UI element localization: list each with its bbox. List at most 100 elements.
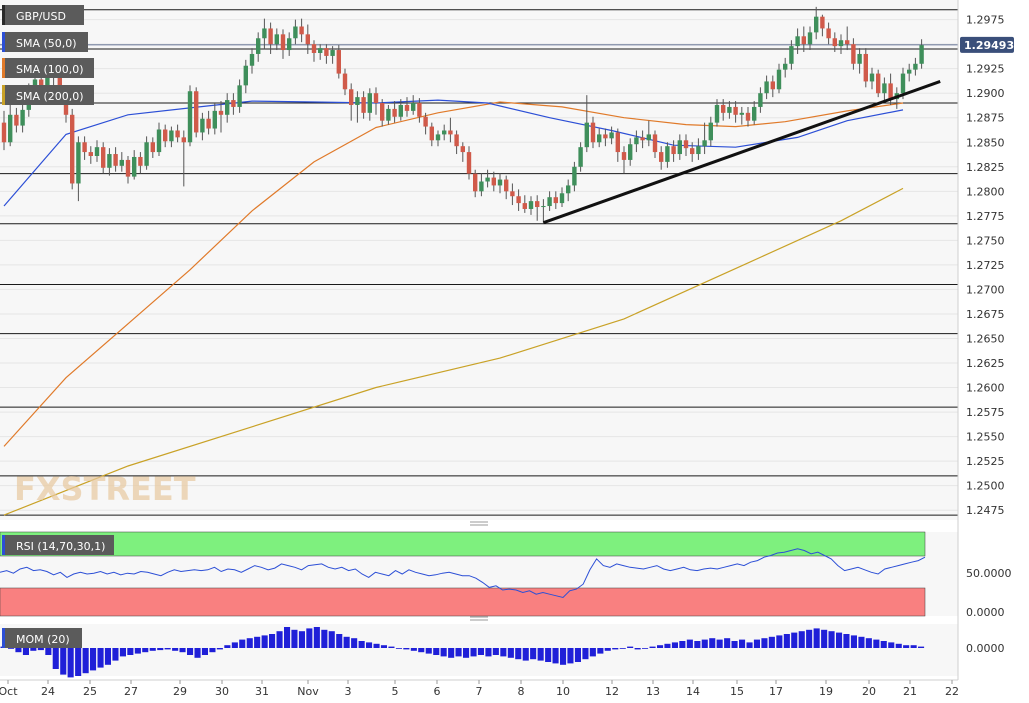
mom-bar xyxy=(254,636,261,648)
mom-bar xyxy=(589,648,596,657)
candle-body xyxy=(553,197,558,204)
candle-body xyxy=(70,114,75,184)
candle-body xyxy=(659,152,664,162)
mom-bar xyxy=(313,627,320,648)
mom-bar xyxy=(97,648,104,668)
mom-bar xyxy=(776,635,783,648)
mom-bar xyxy=(821,629,828,648)
candle-body xyxy=(522,203,527,209)
legend-sma200-marker xyxy=(2,85,5,105)
price-tick-label: 1.2725 xyxy=(966,259,1005,272)
mom-bar xyxy=(642,648,649,649)
mom-bar xyxy=(418,648,425,653)
candle-body xyxy=(820,16,825,29)
mom-bar xyxy=(380,645,387,648)
legend-rsi-box[interactable] xyxy=(2,535,114,555)
time-tick-label: 15 xyxy=(730,685,744,698)
rsi-overbought-zone xyxy=(0,531,926,557)
mom-bar xyxy=(37,648,44,651)
time-axis-ticks: Oct 24 25 27 29 30 31 Nov 3 5 6 7 8 10 12 13 14 15 17 19 20 2… xyxy=(0,680,959,698)
candle-body xyxy=(380,103,385,121)
candle-body xyxy=(206,118,211,129)
mom-bar xyxy=(522,648,529,661)
legend-sma100-box[interactable] xyxy=(2,58,94,78)
legend-sma50-box[interactable] xyxy=(2,32,88,52)
candle-body xyxy=(175,130,180,138)
mom-bar xyxy=(194,648,201,658)
candle-body xyxy=(163,129,168,142)
legend-symbol[interactable]: GBP/USD xyxy=(2,5,84,25)
candle-body xyxy=(274,34,279,45)
candle-body xyxy=(361,97,366,113)
candle-body xyxy=(132,156,137,177)
candle-body xyxy=(187,91,193,143)
candle-body xyxy=(454,134,459,147)
mom-bar xyxy=(604,648,611,651)
last-price-box xyxy=(960,36,1014,53)
candle-body xyxy=(169,130,174,142)
legend[interactable]: GBP/USD SMA (50,0) SMA (100,0) SMA (200,… xyxy=(2,5,94,105)
candle-body xyxy=(776,69,782,90)
candle-body xyxy=(119,159,124,166)
mom-bar xyxy=(850,635,857,648)
mom-bar xyxy=(515,648,522,660)
mom-bar xyxy=(739,639,746,648)
candle-body xyxy=(256,38,261,54)
pane-resize-handle-2[interactable] xyxy=(470,616,488,621)
mom-bar xyxy=(560,648,567,665)
legend-mom[interactable]: MOM (20) xyxy=(2,628,82,648)
legend-sma200-box[interactable] xyxy=(2,85,94,105)
mom-bar xyxy=(582,648,589,660)
mom-bar xyxy=(455,648,462,657)
mom-bar xyxy=(328,631,335,648)
candle-body xyxy=(330,50,335,56)
time-tick-label: 14 xyxy=(686,685,700,698)
legend-rsi[interactable]: RSI (14,70,30,1) xyxy=(2,535,114,555)
candle-body xyxy=(640,137,645,141)
candle-body xyxy=(466,152,472,174)
mom-bar xyxy=(664,643,671,648)
candle-body xyxy=(479,181,484,192)
mom-bar xyxy=(612,648,619,650)
mom-bar xyxy=(388,646,395,648)
mom-bar xyxy=(15,648,22,653)
price-axis-ticks: 1.29751.29501.29251.29001.28751.28501.28… xyxy=(966,14,1005,518)
legend-sma200[interactable]: SMA (200,0) xyxy=(2,85,94,105)
candle-body xyxy=(677,140,682,155)
candle-body xyxy=(603,134,608,139)
candle-body xyxy=(739,112,744,115)
candle-body xyxy=(212,110,217,129)
price-tick-label: 1.2750 xyxy=(966,234,1005,247)
time-tick-label: Oct xyxy=(0,685,18,698)
candle-body xyxy=(200,118,205,133)
time-tick-label: 17 xyxy=(769,685,783,698)
candle-body xyxy=(311,44,317,53)
price-tick-label: 1.2525 xyxy=(966,455,1005,468)
time-tick-label: 10 xyxy=(556,685,570,698)
candle-body xyxy=(826,28,831,39)
candle-body xyxy=(702,140,707,147)
legend-sma100[interactable]: SMA (100,0) xyxy=(2,58,94,78)
legend-symbol-box[interactable] xyxy=(2,5,84,25)
candle-body xyxy=(752,106,757,121)
mom-bar xyxy=(500,648,507,657)
rsi-tick-50: 50.0000 xyxy=(966,567,1012,580)
candle-body xyxy=(367,93,372,113)
legend-mom-box[interactable] xyxy=(2,628,82,648)
mom-bar xyxy=(545,648,552,662)
main-plot-area xyxy=(0,0,958,520)
time-tick-label: 19 xyxy=(819,685,833,698)
price-tick-label: 1.2800 xyxy=(966,185,1005,198)
candle-body xyxy=(900,73,906,94)
candle-body xyxy=(807,32,813,45)
mom-bar xyxy=(60,648,67,675)
mom-bar xyxy=(567,648,574,664)
legend-sma50[interactable]: SMA (50,0) xyxy=(2,32,88,52)
candle-body xyxy=(497,179,503,186)
time-tick-label: 22 xyxy=(945,685,959,698)
mom-bar xyxy=(836,632,843,648)
candle-body xyxy=(907,69,912,74)
mom-bar xyxy=(813,628,820,648)
mom-bar xyxy=(164,648,171,650)
pane-resize-handle-1[interactable] xyxy=(470,521,488,526)
